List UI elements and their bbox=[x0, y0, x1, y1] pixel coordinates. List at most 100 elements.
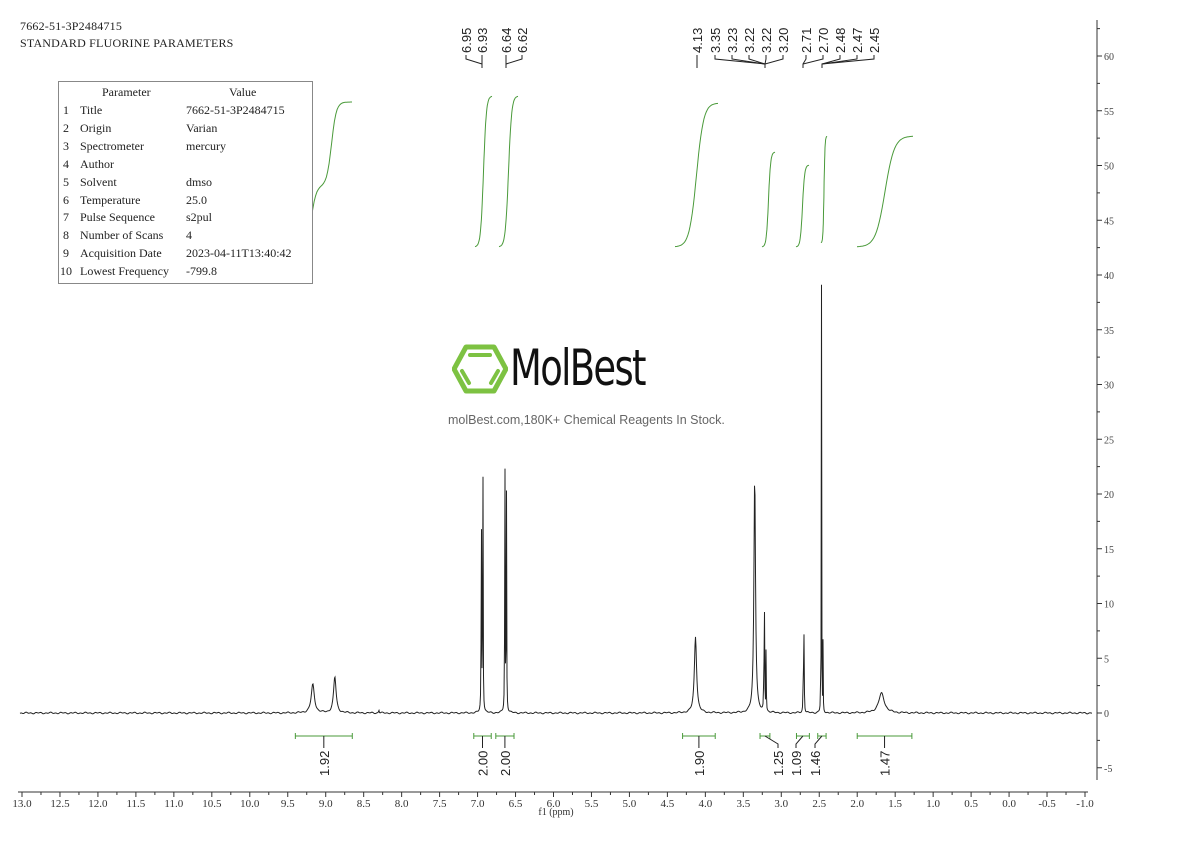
y-tick-label: 5 bbox=[1104, 654, 1109, 665]
peak-label: 6.95 bbox=[459, 28, 474, 53]
integral-connector bbox=[814, 735, 823, 748]
row-index: 9 bbox=[63, 246, 69, 261]
x-tick-label: 12.0 bbox=[88, 798, 108, 810]
x-tick-label: -0.5 bbox=[1038, 798, 1056, 810]
y-tick-label: 60 bbox=[1104, 52, 1114, 63]
x-tick-label: 12.5 bbox=[50, 798, 70, 810]
integral-connector bbox=[795, 735, 804, 748]
row-index: 6 bbox=[63, 192, 69, 207]
peak-label: 2.45 bbox=[867, 28, 882, 53]
x-tick-label: 9.5 bbox=[281, 798, 295, 810]
x-tick-label: 10.5 bbox=[202, 798, 222, 810]
integral-curve bbox=[856, 135, 914, 248]
table-row: 9 Acquisition Date 2023-04-11T13:40:42 bbox=[59, 246, 312, 264]
x-tick-label: 4.0 bbox=[698, 798, 712, 810]
parameter-value: s2pul bbox=[186, 210, 213, 225]
x-tick-label: 2.5 bbox=[812, 798, 826, 810]
parameter-name: Temperature bbox=[80, 192, 141, 207]
row-index: 3 bbox=[63, 138, 69, 153]
integral-value: 1.47 bbox=[878, 751, 893, 776]
x-tick-label: -1.0 bbox=[1076, 798, 1094, 810]
parameter-value: -799.8 bbox=[186, 264, 217, 279]
table-row: 3 Spectrometer mercury bbox=[59, 139, 312, 157]
column-header-value: Value bbox=[229, 85, 257, 99]
x-tick-label: 1.0 bbox=[926, 798, 940, 810]
peak-label: 2.70 bbox=[816, 28, 831, 53]
peak-connector bbox=[465, 55, 483, 68]
parameter-value: 4 bbox=[186, 228, 192, 243]
y-tick-label: 55 bbox=[1104, 107, 1114, 118]
row-index: 5 bbox=[63, 174, 69, 189]
integral-value: 2.00 bbox=[476, 751, 491, 776]
row-index: 2 bbox=[63, 120, 69, 135]
y-tick-label: 20 bbox=[1104, 490, 1114, 501]
peak-label: 6.64 bbox=[499, 28, 514, 53]
y-tick-label: 10 bbox=[1104, 600, 1114, 611]
parameter-value: mercury bbox=[186, 138, 226, 153]
y-tick-label: 50 bbox=[1104, 162, 1114, 173]
integral-curve bbox=[795, 164, 810, 248]
table-row: 4 Author bbox=[59, 157, 312, 175]
x-tick-label: 8.5 bbox=[357, 798, 371, 810]
peak-connector bbox=[821, 55, 875, 68]
peak-label: 3.22 bbox=[759, 28, 774, 53]
integral-curve bbox=[474, 95, 493, 248]
x-axis-label: f1 (ppm) bbox=[538, 807, 573, 818]
parameter-name: Acquisition Date bbox=[80, 246, 162, 261]
integral-value: 1.25 bbox=[771, 751, 786, 776]
x-tick-label: 7.5 bbox=[433, 798, 447, 810]
y-tick-label: 40 bbox=[1104, 271, 1114, 282]
brand-tagline: molBest.com,180K+ Chemical Reagents In S… bbox=[448, 413, 725, 427]
x-tick-label: 11.5 bbox=[126, 798, 145, 810]
y-tick-label: 35 bbox=[1104, 326, 1114, 337]
y-tick-label: 25 bbox=[1104, 435, 1114, 446]
peak-connector bbox=[764, 55, 784, 68]
y-tick-label: 30 bbox=[1104, 381, 1114, 392]
parameter-name: Pulse Sequence bbox=[80, 210, 155, 225]
integral-curve bbox=[674, 102, 719, 248]
x-tick-label: 1.5 bbox=[888, 798, 902, 810]
y-tick-label: -5 bbox=[1104, 764, 1112, 775]
x-tick-label: 3.5 bbox=[736, 798, 750, 810]
integral-curve bbox=[820, 135, 828, 244]
parameter-value: dmso bbox=[186, 174, 213, 189]
table-row: 5 Solvent dmso bbox=[59, 175, 312, 193]
integral-value: 1.90 bbox=[692, 751, 707, 776]
integral-value: 1.09 bbox=[789, 751, 804, 776]
integral-connector bbox=[764, 735, 779, 748]
integral-value: 2.00 bbox=[498, 751, 513, 776]
parameters-table: Parameter Value 1 Title 7662-51-3P2484715 2… bbox=[58, 81, 313, 284]
peak-label: 2.71 bbox=[799, 28, 814, 53]
integral-curve bbox=[498, 95, 519, 248]
x-tick-label: 11.0 bbox=[164, 798, 183, 810]
table-row: 2 Origin Varian bbox=[59, 121, 312, 139]
table-row: 1 Title 7662-51-3P2484715 bbox=[59, 103, 312, 121]
peak-label: 2.48 bbox=[833, 28, 848, 53]
x-tick-label: 6.5 bbox=[509, 798, 523, 810]
peak-label: 4.13 bbox=[690, 28, 705, 53]
parameter-name: Author bbox=[80, 156, 114, 171]
x-tick-label: 5.5 bbox=[585, 798, 599, 810]
parameter-name: Spectrometer bbox=[80, 138, 144, 153]
x-tick-label: 4.5 bbox=[661, 798, 675, 810]
row-index: 10 bbox=[60, 264, 72, 279]
parameter-value: 25.0 bbox=[186, 192, 207, 207]
integral-curve bbox=[761, 151, 776, 248]
parameter-value: 7662-51-3P2484715 bbox=[186, 103, 285, 117]
x-tick-label: 13.0 bbox=[12, 798, 32, 810]
x-tick-label: 2.0 bbox=[850, 798, 864, 810]
parameter-value: Varian bbox=[186, 120, 218, 135]
peak-label: 2.47 bbox=[850, 28, 865, 53]
table-header: Parameter Value bbox=[59, 85, 312, 103]
x-tick-label: 9.0 bbox=[319, 798, 333, 810]
brand-name: MolBest bbox=[510, 339, 646, 397]
table-row: 10 Lowest Frequency -799.8 bbox=[59, 264, 312, 282]
spectrum-trace bbox=[19, 284, 1093, 715]
peak-label: 3.20 bbox=[776, 28, 791, 53]
row-index: 1 bbox=[63, 103, 69, 117]
integral-value: 1.46 bbox=[808, 751, 823, 776]
parameter-name: Origin bbox=[80, 120, 112, 135]
peak-connector bbox=[802, 55, 824, 68]
peak-connector bbox=[505, 55, 523, 68]
